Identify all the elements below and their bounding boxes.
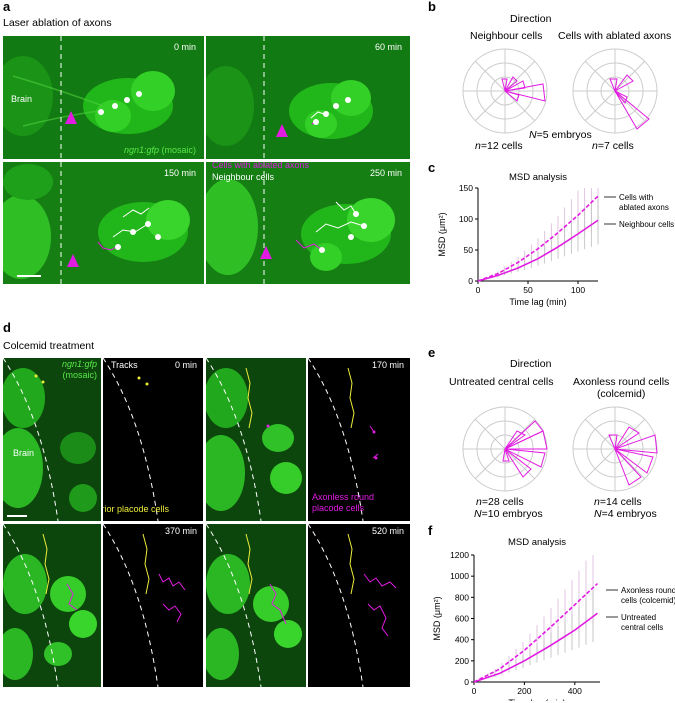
x-tick-label: 50 (523, 285, 533, 295)
legend-label: cells (colcemid) (621, 596, 675, 605)
anterior-label: Anterior placode cells (103, 504, 170, 514)
rose-neighbour (462, 48, 548, 134)
rose-ablated (572, 48, 658, 134)
series-line-dashed (473, 582, 599, 683)
panel-a-image-150min: 150 min (3, 162, 204, 284)
y-tick-label: 1000 (450, 571, 469, 581)
panel-a-label: a (3, 0, 11, 14)
y-tick-label: 1200 (450, 550, 469, 560)
x-tick-label: 400 (568, 686, 582, 696)
brain-label: Brain (11, 94, 33, 104)
y-axis-label: MSD (μm²) (437, 212, 447, 256)
rose-axonless (572, 406, 658, 492)
y-tick-label: 150 (459, 183, 473, 193)
legend-label: Axonless round (621, 586, 675, 595)
legend-label: Neighbour cells (619, 220, 674, 229)
panel-d-tracks-0: Tracks 0 min Anterior placode cells (103, 358, 203, 521)
x-axis-label: Time lag (min) (509, 297, 566, 307)
y-tick-label: 600 (455, 614, 469, 624)
panel-d-tracks-170: 170 min Axonless round placode cells (308, 358, 410, 521)
embryos-count: N=5 embryos (529, 129, 592, 141)
panel-d-tracks-370: 370 min (103, 524, 203, 687)
time-label: 520 min (371, 526, 404, 536)
untreated-n-embryos: N=10 embryos (474, 508, 543, 520)
brain-label: Brain (13, 448, 35, 458)
y-tick-label: 0 (468, 276, 473, 286)
time-label: 150 min (163, 168, 196, 178)
series-line-solid (477, 219, 599, 282)
panel-b-title: Direction (510, 13, 552, 25)
panel-b-label: b (428, 0, 436, 14)
panel-e-label: e (428, 345, 436, 360)
series-line-dashed (477, 195, 599, 282)
rose-plots-b (462, 48, 658, 134)
time-label: 0 min (173, 42, 196, 52)
msd-chart-c: MSD analysis 0 50 100 0 50 100 150 Time lag (min… (437, 172, 674, 307)
time-label: 170 min (371, 360, 404, 370)
panel-f-label: f (428, 523, 433, 538)
panel-a-image-60min: 60 min (206, 36, 410, 159)
y-tick-label: 100 (459, 214, 473, 224)
panel-d-title: Colcemid treatment (3, 340, 95, 352)
time-label: 370 min (164, 526, 197, 536)
rose-untreated (462, 406, 548, 492)
x-tick-label: 200 (517, 686, 531, 696)
panel-a-title: Laser ablation of axons (3, 17, 112, 29)
marker-label: ngn1:gfp (mosaic) (61, 359, 97, 380)
time-label: 60 min (374, 42, 402, 52)
marker-label: ngn1:gfp (mosaic) (123, 145, 196, 155)
x-axis-label: Time lag (min) (508, 698, 565, 701)
y-tick-label: 0 (464, 677, 469, 687)
y-tick-label: 400 (455, 635, 469, 645)
y-tick-label: 200 (455, 656, 469, 666)
chart-title: MSD analysis (509, 172, 567, 183)
series-line-solid (473, 612, 598, 683)
panel-d-image-gfp-520 (206, 524, 306, 687)
legend-ablated-label: Cells with ablated axons (212, 162, 310, 170)
right-n-cells: n=7 cells (592, 140, 634, 152)
time-label: 250 min (369, 168, 402, 178)
x-tick-label: 100 (571, 285, 585, 295)
y-tick-label: 50 (464, 245, 474, 255)
time-label: 0 min (174, 360, 197, 370)
panel-d-image-gfp-370 (3, 524, 101, 687)
left-n-cells: n=12 cells (475, 140, 523, 152)
untreated-n-cells: n=28 cells (476, 496, 524, 508)
legend-label: Cells with (619, 193, 653, 202)
panel-d-image-gfp-0: ngn1:gfp (mosaic) Brain (3, 358, 101, 521)
chart-title: MSD analysis (508, 537, 566, 548)
x-tick-label: 0 (476, 285, 481, 295)
rose-untreated-title: Untreated central cells (449, 376, 554, 388)
y-axis-label: MSD (μm²) (432, 596, 442, 640)
rose-right-title: Cells with ablated axons (558, 30, 672, 42)
panel-a-image-250min: Cells with ablated axons Neighbour cells… (206, 162, 410, 284)
y-tick-label: 800 (455, 592, 469, 602)
panel-e-title: Direction (510, 358, 552, 370)
panel-a-image-0min: 0 min Brain ngn1:gfp (mosaic) (3, 36, 204, 159)
rose-left-title: Neighbour cells (470, 30, 543, 42)
tracks-label: Tracks (111, 360, 138, 370)
legend-label: ablated axons (619, 203, 669, 212)
legend-label: Untreated (621, 613, 656, 622)
panel-c-label: c (428, 160, 436, 175)
legend-label: central cells (621, 623, 663, 632)
panel-d-tracks-520: 520 min (308, 524, 410, 687)
axonless-n-cells: n=14 cells (594, 496, 642, 508)
x-tick-label: 0 (472, 686, 477, 696)
panel-d-label: d (3, 320, 11, 335)
axonless-label: Axonless round placode cells (312, 492, 375, 513)
axonless-n-embryos: N=4 embryos (594, 508, 657, 520)
legend-neighbour-label: Neighbour cells (212, 172, 275, 182)
panel-d-image-gfp-170 (206, 358, 306, 521)
rose-axonless-title: Axonless round cells (colcemid) (573, 376, 670, 400)
msd-chart-f: MSD analysis 0 200 400 0 200 400 600 800 1000 1200… (432, 537, 675, 701)
rose-plots-e (462, 406, 658, 492)
